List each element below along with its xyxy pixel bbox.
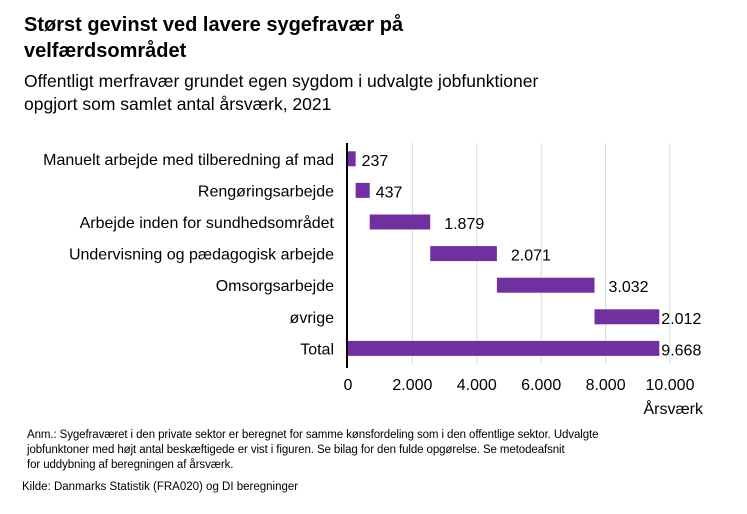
- bar: [369, 214, 431, 230]
- bar: [348, 151, 356, 167]
- chart-subtitle: Offentligt merfravær grundet egen sygdom…: [24, 70, 724, 116]
- note-line-2: jobfunktoner med højt antal beskæftigede…: [27, 444, 565, 456]
- value-label: 9.668: [661, 342, 701, 359]
- chart-note: Anm.: Sygefraværet i den private sektor …: [27, 428, 727, 473]
- x-tick-label: 4.000: [457, 377, 497, 394]
- value-label: 2.012: [661, 311, 701, 328]
- x-axis-label: Årsværk: [643, 399, 704, 418]
- subtitle-line-1: Offentligt merfravær grundet egen sygdom…: [24, 71, 539, 91]
- waterfall-chart: Manuelt arbejde med tilberedning af mad R…: [43, 143, 704, 418]
- bar: [430, 246, 497, 262]
- category-label: Arbejde inden for sundhedsområdet: [80, 214, 335, 232]
- chart-source: Kilde: Danmarks Statistik (FRA020) og DI…: [22, 481, 299, 493]
- category-label: Undervisning og pædagogisk arbejde: [69, 247, 334, 264]
- subtitle-line-2: opgjort som samlet antal årsværk, 2021: [24, 94, 332, 114]
- bar: [496, 277, 595, 293]
- x-tick-label: 8.000: [586, 377, 626, 394]
- x-tick-label: 0: [344, 377, 353, 394]
- bar: [355, 182, 370, 198]
- value-labels: 237 437 1.879 2.071 3.032 2.012 9.668: [362, 153, 702, 360]
- category-label: Manuelt arbejde med tilberedning af mad: [43, 152, 334, 169]
- category-label: øvrige: [290, 310, 335, 327]
- category-labels: Manuelt arbejde med tilberedning af mad R…: [43, 152, 334, 359]
- note-line-3: for uddybning af beregningen af årsværk.: [27, 459, 234, 471]
- gridlines: [411, 143, 671, 364]
- value-label: 3.032: [609, 279, 649, 296]
- bars: [348, 151, 660, 356]
- category-label: Total: [300, 341, 334, 358]
- x-tick-label: 10.000: [646, 377, 695, 394]
- category-label: Omsorgsarbejde: [216, 278, 334, 295]
- value-label: 2.071: [511, 248, 551, 265]
- x-tick-label: 2.000: [392, 377, 432, 394]
- x-tick-labels: 0 2.000 4.000 6.000 8.000 10.000: [344, 377, 695, 394]
- note-line-1: Anm.: Sygefraværet i den private sektor …: [27, 429, 599, 441]
- value-label: 237: [362, 153, 389, 170]
- x-tick-label: 6.000: [521, 377, 561, 394]
- category-label: Rengøringsarbejde: [198, 183, 334, 200]
- bar: [348, 340, 660, 356]
- value-label: 1.879: [444, 216, 484, 233]
- bar: [594, 309, 660, 325]
- value-label: 437: [376, 184, 403, 201]
- chart-title: Størst gevinst ved lavere sygefravær på …: [24, 14, 404, 62]
